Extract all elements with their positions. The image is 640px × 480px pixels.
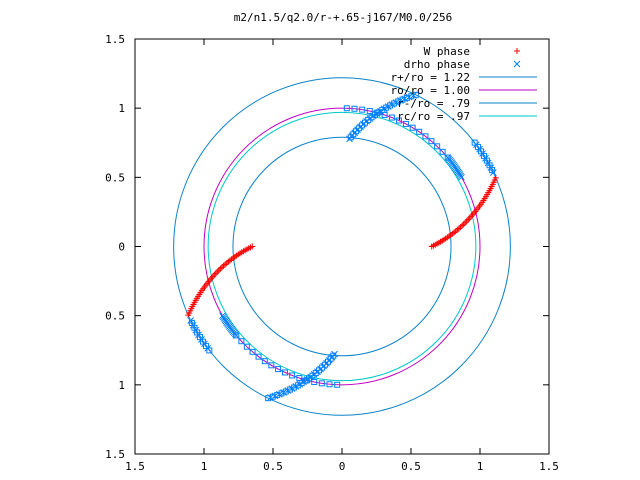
x-tick-label: 0.5 [263, 460, 283, 473]
drho-phase-point [412, 91, 419, 98]
x-tick-label: 1.5 [125, 460, 145, 473]
drho-phase-point [249, 348, 256, 355]
legend-label-r_plus: r+/ro = 1.22 [391, 71, 470, 84]
data-points [185, 91, 499, 402]
drho-phase-point [318, 380, 325, 387]
drho-phase-point [374, 109, 381, 116]
x-tick-label: 0 [339, 460, 346, 473]
r_plus-circle [173, 77, 511, 416]
y-tick-label: 1 [118, 379, 125, 392]
chart-title: m2/n1.5/q2.0/r-+.65-j167/M0.0/256 [234, 11, 453, 24]
drho-phase-point [238, 338, 245, 345]
drho-phase-point [311, 379, 318, 386]
drho-phase-point [281, 369, 288, 376]
drho-phase-point [388, 114, 395, 121]
drho-phase-point [366, 107, 373, 114]
drho-phase-point [219, 312, 226, 320]
drho-phase-point [366, 115, 374, 122]
r_minus-circle [232, 136, 452, 357]
x-tick-label: 1.5 [539, 460, 559, 473]
drho-phase-point [326, 381, 333, 388]
y-tick-label: 1.5 [105, 33, 125, 46]
drho-phase-point [351, 105, 358, 112]
drho-phase-point [380, 105, 388, 113]
drho-phase-point [303, 377, 310, 384]
drho-phase-point [275, 366, 282, 373]
legend-marker-w_phase [514, 48, 520, 54]
drho-phase-point [199, 338, 206, 345]
drho-phase-point [292, 383, 300, 390]
drho-phase-point [422, 133, 429, 140]
drho-phase-point [243, 343, 250, 350]
drho-phase-point [261, 358, 268, 365]
drho-phase-point [310, 371, 318, 378]
y-tick-label: 0 [118, 241, 125, 254]
drho-phase-point [296, 380, 304, 388]
drho-phase-point [409, 124, 416, 131]
drho-phase-point [416, 128, 423, 135]
drho-phase-point [206, 347, 213, 354]
drho-phase-point [458, 173, 465, 181]
drho-phase-point [359, 106, 366, 113]
drho-phase-point [396, 117, 403, 124]
x-tick-label: 0.5 [401, 460, 421, 473]
drho-phase-point [255, 353, 262, 360]
w-phase-point [492, 174, 499, 181]
drho-phase-point [307, 373, 315, 381]
drho-phase-point [402, 120, 409, 127]
legend-label-ro: ro/ro = 1.00 [391, 84, 470, 97]
drho-phase-point [268, 362, 275, 369]
drho-phase-point [471, 139, 478, 146]
y-tick-label: 0.5 [105, 171, 125, 184]
drho-phase-point [434, 143, 441, 150]
drho-phase-point [369, 112, 377, 120]
drho-phase-point [474, 143, 481, 150]
rc-circle [207, 111, 477, 382]
w-phase-point [185, 312, 192, 319]
drho-phase-point [289, 372, 296, 379]
drho-phase-point [334, 381, 341, 388]
x-tick-label: 1 [201, 460, 208, 473]
axis-ticks: 1.5 1 0.5 0 0.5 1 1.51.510.500.511.5 [105, 33, 559, 473]
legend-label-drho_phase: drho phase [404, 58, 470, 71]
legend-label-r_minus: r-/ro = .79 [397, 97, 470, 110]
drho-phase-point [439, 148, 446, 155]
drho-phase-point [428, 138, 435, 145]
drho-phase-point [384, 103, 392, 110]
drho-phase-point [203, 343, 210, 350]
drho-phase-point [381, 111, 388, 118]
x-tick-label: 1 [477, 460, 484, 473]
y-tick-label: 1.5 [105, 448, 125, 461]
y-tick-label: 1 [118, 102, 125, 115]
drho-phase-point [343, 105, 350, 112]
drho-phase-point [478, 148, 485, 155]
legend-marker-drho_phase [513, 60, 521, 68]
reference-circles [173, 77, 511, 416]
drho-phase-point [265, 395, 272, 402]
ro-circle [203, 107, 481, 386]
drho-phase-point [296, 375, 303, 382]
legend-label-rc: rc/ro = .97 [397, 110, 470, 123]
y-tick-label: 0.5 [105, 310, 125, 323]
legend-label-w_phase: W phase [424, 45, 470, 58]
